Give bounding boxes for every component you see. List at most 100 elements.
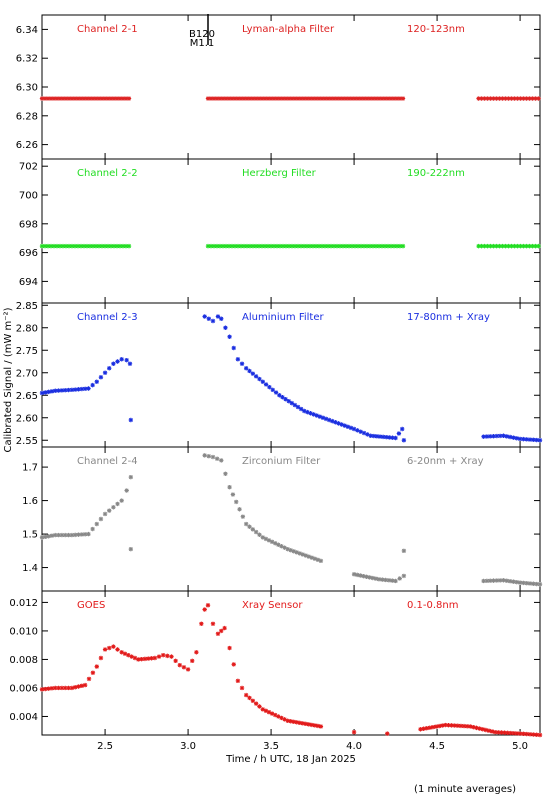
data-point-96	[511, 435, 516, 440]
data-point-115	[524, 731, 529, 737]
data-point-1	[43, 390, 48, 395]
data-point-39	[181, 665, 187, 670]
data-point-1	[43, 686, 48, 692]
data-point-5	[54, 96, 60, 101]
data-point-86	[504, 578, 509, 583]
data-point-105	[503, 96, 508, 101]
x-tick-label: 5.0	[512, 741, 528, 752]
y-tick-label: 696	[19, 248, 38, 259]
data-point-86	[373, 243, 379, 249]
data-point-81	[358, 96, 364, 101]
data-point-9	[66, 96, 72, 101]
data-point-25	[114, 96, 120, 101]
data-point-40	[185, 667, 191, 672]
data-point-59	[312, 556, 318, 561]
data-point-88	[484, 434, 490, 439]
data-point-19	[107, 508, 112, 513]
data-point-33	[156, 654, 162, 659]
data-point-8	[66, 685, 71, 691]
data-point-72	[331, 96, 337, 101]
data-point-24	[111, 96, 117, 101]
data-point-3	[48, 96, 54, 101]
data-point-3	[48, 243, 54, 249]
data-point-39	[232, 96, 238, 101]
data-point-18	[93, 96, 99, 101]
data-point-112	[514, 731, 520, 736]
data-point-95	[400, 96, 406, 101]
data-point-96	[464, 724, 470, 729]
data-point-13	[78, 243, 84, 249]
y-tick-label: 6.32	[16, 54, 38, 65]
data-point-20	[111, 644, 116, 649]
data-point-28	[123, 243, 129, 249]
data-point-83	[494, 578, 500, 583]
data-point-9	[69, 532, 75, 538]
data-point-18	[93, 243, 99, 249]
data-point-44	[247, 96, 253, 101]
data-point-67	[285, 718, 290, 723]
data-point-7	[63, 685, 68, 691]
data-point-52	[271, 96, 277, 101]
data-point-111	[521, 243, 526, 249]
data-point-88	[440, 723, 445, 728]
panel-data	[39, 243, 541, 249]
data-point-41	[238, 96, 244, 101]
data-point-39	[250, 527, 256, 532]
data-point-102	[494, 243, 499, 249]
data-point-45	[273, 390, 279, 395]
data-point-43	[263, 536, 269, 542]
data-point-3	[49, 389, 55, 394]
panel-filter-label: Herzberg Filter	[242, 168, 317, 179]
data-point-24	[127, 361, 133, 366]
data-point-7	[60, 96, 66, 101]
data-point-65	[361, 573, 366, 579]
data-point-23	[122, 651, 128, 656]
data-point-61	[323, 416, 329, 422]
data-point-25	[128, 546, 134, 552]
data-point-90	[517, 580, 523, 585]
data-point-29	[214, 456, 220, 461]
data-point-43	[244, 243, 250, 249]
data-point-64	[276, 714, 281, 719]
data-point-10	[69, 96, 75, 101]
data-point-1	[42, 96, 48, 101]
panel-frame	[41, 14, 541, 160]
data-point-103	[497, 96, 502, 101]
data-point-82	[421, 726, 426, 731]
data-point-81	[358, 243, 364, 249]
data-point-42	[263, 382, 269, 387]
data-point-13	[82, 386, 88, 391]
data-point-35	[239, 361, 245, 366]
data-point-30	[205, 96, 211, 101]
data-point-107	[509, 96, 514, 101]
y-tick-label: 0.012	[9, 598, 38, 609]
data-point-89	[443, 722, 448, 728]
data-point-14	[86, 531, 91, 537]
data-point-6	[59, 388, 65, 393]
data-point-82	[390, 435, 395, 440]
panel-data	[39, 453, 543, 587]
data-point-109	[505, 730, 510, 736]
data-point-22	[119, 498, 124, 503]
data-point-70	[376, 577, 382, 582]
panel-filter-label: Xray Sensor	[242, 600, 303, 611]
data-point-56	[250, 698, 256, 703]
data-point-36	[240, 514, 246, 519]
data-point-15	[90, 526, 95, 532]
data-point-58	[309, 555, 315, 560]
data-point-90	[385, 243, 391, 249]
data-point-20	[99, 243, 105, 249]
data-point-24	[128, 474, 134, 480]
panel-4: 1.4 1.5 1.6 1.7 Channel 2-4 Zirconium Filter 6…	[22, 446, 543, 592]
data-point-51	[292, 402, 298, 408]
data-point-35	[220, 96, 226, 101]
data-point-92	[452, 723, 457, 728]
data-point-28	[210, 318, 216, 324]
data-point-27	[206, 316, 212, 321]
data-point-98	[471, 724, 476, 730]
data-point-32	[227, 334, 232, 339]
data-point-62	[301, 96, 307, 101]
data-point-26	[132, 655, 138, 661]
data-point-83	[364, 96, 370, 101]
data-point-101	[491, 96, 496, 101]
